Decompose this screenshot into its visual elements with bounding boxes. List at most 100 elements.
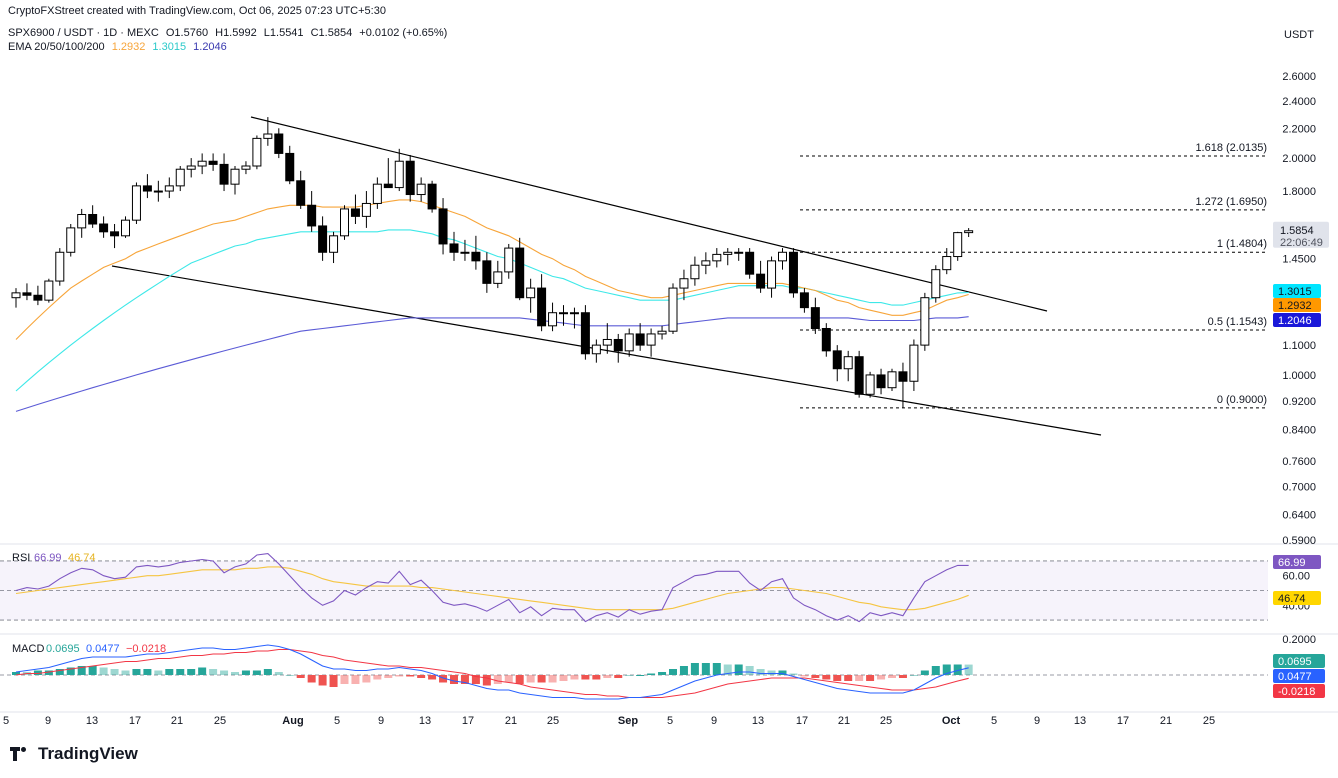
candle-body[interactable] xyxy=(559,312,568,315)
candle-body[interactable] xyxy=(756,273,766,289)
candle-body[interactable] xyxy=(340,208,349,237)
candle-body[interactable] xyxy=(22,292,32,296)
candle-body[interactable] xyxy=(646,333,656,346)
candle-body[interactable] xyxy=(843,356,853,370)
candle-body[interactable] xyxy=(471,251,481,262)
price-axis[interactable]: 2.6000 2.4000 2.2000 2.0000 1.8000 1.4500 1.10… xyxy=(1273,71,1329,698)
candle-body[interactable] xyxy=(788,251,798,294)
candle-body[interactable] xyxy=(942,256,952,271)
candle-body[interactable] xyxy=(383,183,393,189)
candle-body[interactable] xyxy=(186,165,196,170)
candle-body[interactable] xyxy=(964,230,974,234)
candle-body[interactable] xyxy=(307,204,317,227)
candle-body[interactable] xyxy=(613,338,623,352)
candle-body[interactable] xyxy=(920,297,930,346)
macd-pane[interactable]: MACD 0.0695 0.0477 −0.0218 xyxy=(0,643,1268,700)
candle-body[interactable] xyxy=(909,344,919,382)
channel-upper-line[interactable] xyxy=(250,116,1048,312)
candle-body[interactable] xyxy=(110,231,120,237)
candle-body[interactable] xyxy=(493,271,503,284)
candle-body[interactable] xyxy=(876,374,886,389)
candle-body[interactable] xyxy=(405,160,415,196)
candle-body[interactable] xyxy=(416,183,426,196)
candle-body[interactable] xyxy=(164,185,174,192)
candle-body[interactable] xyxy=(33,294,43,301)
candle-body[interactable] xyxy=(832,350,842,370)
candle-body[interactable] xyxy=(175,168,185,187)
candle-body[interactable] xyxy=(449,243,459,253)
candle-body[interactable] xyxy=(77,213,87,229)
candle-body[interactable] xyxy=(131,185,141,221)
candle-body[interactable] xyxy=(799,292,809,309)
candle-body[interactable] xyxy=(526,287,536,299)
candle-body[interactable] xyxy=(635,333,645,346)
candle-body[interactable] xyxy=(778,251,787,262)
candle-body[interactable] xyxy=(854,356,864,395)
candle-body[interactable] xyxy=(887,371,897,389)
candle-body[interactable] xyxy=(427,183,437,210)
candle-body[interactable] xyxy=(285,152,295,182)
candle-body[interactable] xyxy=(208,160,218,165)
candle-body[interactable] xyxy=(548,312,558,327)
candle-body[interactable] xyxy=(296,180,306,206)
candle-body[interactable] xyxy=(121,219,130,237)
candle-body[interactable] xyxy=(537,287,547,327)
candle-body[interactable] xyxy=(88,213,98,225)
candle-body[interactable] xyxy=(99,223,109,233)
candle-body[interactable] xyxy=(11,292,21,299)
candle-body[interactable] xyxy=(734,251,744,254)
candle-body[interactable] xyxy=(153,190,163,193)
candle-body[interactable] xyxy=(318,225,328,253)
candle-body[interactable] xyxy=(865,374,875,395)
candle-body[interactable] xyxy=(55,251,65,282)
candle-body[interactable] xyxy=(767,260,777,289)
candle-body[interactable] xyxy=(394,160,404,189)
candle-body[interactable] xyxy=(580,312,590,355)
candlesticks[interactable] xyxy=(11,117,974,408)
candle-body[interactable] xyxy=(515,247,525,299)
candle-body[interactable] xyxy=(241,165,251,170)
candle-body[interactable] xyxy=(712,253,722,262)
candle-body[interactable] xyxy=(931,269,941,299)
candle-body[interactable] xyxy=(142,185,152,192)
fibonacci-levels[interactable]: 1.618 (2.0135) 1.272 (1.6950) 1 (1.4804) 0.… xyxy=(800,142,1268,409)
ema-legend[interactable]: EMA 20/50/100/200 1.2932 1.3015 1.2046 xyxy=(8,41,231,53)
tradingview-logo[interactable]: TradingView xyxy=(10,744,138,764)
candle-body[interactable] xyxy=(197,160,207,167)
candle-body[interactable] xyxy=(953,232,963,258)
candle-body[interactable] xyxy=(460,251,470,254)
candle-body[interactable] xyxy=(219,163,229,185)
candle-body[interactable] xyxy=(723,251,733,255)
candle-body[interactable] xyxy=(482,260,492,284)
candle-body[interactable] xyxy=(745,251,755,275)
candle-body[interactable] xyxy=(252,137,262,167)
candle-body[interactable] xyxy=(350,208,360,217)
candle-body[interactable] xyxy=(810,307,820,329)
candle-body[interactable] xyxy=(263,133,273,139)
candle-body[interactable] xyxy=(701,260,711,266)
candle-body[interactable] xyxy=(230,168,240,185)
candle-body[interactable] xyxy=(668,287,678,332)
candle-body[interactable] xyxy=(438,208,448,245)
candle-body[interactable] xyxy=(679,278,689,289)
candle-body[interactable] xyxy=(591,344,601,355)
candle-body[interactable] xyxy=(657,330,667,335)
candle-body[interactable] xyxy=(821,327,831,352)
candle-body[interactable] xyxy=(504,247,514,273)
candle-body[interactable] xyxy=(690,264,700,280)
candle-body[interactable] xyxy=(569,312,579,315)
candle-body[interactable] xyxy=(602,338,612,346)
candle-body[interactable] xyxy=(898,371,908,382)
channel-lower-line[interactable] xyxy=(111,265,1102,436)
time-axis[interactable]: 5 9 13 17 21 25 Aug 5 9 13 17 21 25 Sep 5 9 13 17 21 25 Oct 5… xyxy=(3,715,1215,727)
candle-body[interactable] xyxy=(372,183,382,204)
candle-body[interactable] xyxy=(44,280,54,301)
candle-body[interactable] xyxy=(624,333,634,352)
rsi-pane[interactable]: RSI 66.99 46.74 xyxy=(0,552,1268,623)
candle-body[interactable] xyxy=(329,235,339,253)
candle-body[interactable] xyxy=(274,133,284,154)
candle-body[interactable] xyxy=(361,202,371,217)
descending-channel[interactable] xyxy=(111,116,1102,436)
candle-body[interactable] xyxy=(66,227,76,253)
